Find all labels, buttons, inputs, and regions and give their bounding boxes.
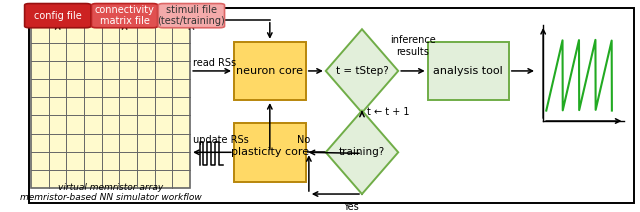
FancyBboxPatch shape [92, 4, 157, 28]
Bar [234, 123, 306, 181]
Bar [428, 42, 509, 100]
Text: inference
results: inference results [390, 35, 436, 57]
Bar [31, 25, 190, 188]
Text: training?: training? [339, 147, 385, 157]
Polygon shape [326, 29, 398, 113]
Text: plasticity core: plasticity core [231, 147, 309, 157]
FancyBboxPatch shape [24, 4, 91, 28]
Text: analysis tool: analysis tool [433, 66, 503, 76]
Text: t ← t + 1: t ← t + 1 [367, 107, 410, 117]
FancyBboxPatch shape [158, 4, 225, 28]
Bar [234, 42, 306, 100]
Text: virtual memristor array
memristor-based NN simulator workflow: virtual memristor array memristor-based … [20, 183, 202, 202]
Text: neuron core: neuron core [236, 66, 303, 76]
Text: read RSs: read RSs [193, 58, 236, 68]
Polygon shape [326, 111, 398, 194]
Text: stimuli file
(test/training): stimuli file (test/training) [157, 5, 225, 27]
Text: Yes: Yes [343, 202, 359, 212]
Text: config file: config file [34, 11, 81, 21]
Text: t = tStep?: t = tStep? [335, 66, 388, 76]
Text: connectivity
matrix file: connectivity matrix file [95, 5, 154, 27]
Text: update RSs: update RSs [193, 135, 249, 145]
Text: No: No [298, 135, 310, 145]
